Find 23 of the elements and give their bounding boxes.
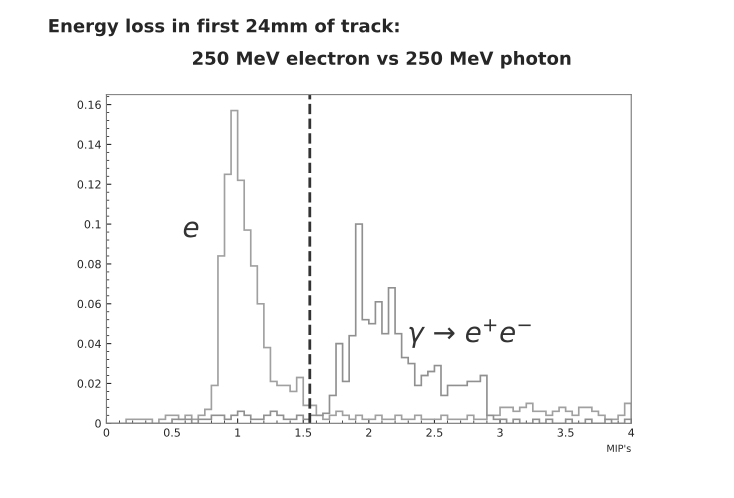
- x-tick-label: 0: [104, 428, 110, 437]
- x-tick-label: 1.5: [296, 428, 312, 437]
- y-tick-label: 0.1: [84, 220, 101, 228]
- x-tick-label: 1: [235, 428, 240, 437]
- x-tick-label: 2: [366, 428, 372, 437]
- y-tick-label: 0.14: [78, 140, 101, 149]
- chart-subtitle: 250 MeV electron vs 250 MeV photon: [192, 51, 570, 68]
- x-tick-label: 0.5: [164, 428, 180, 437]
- series-label: e: [184, 222, 198, 238]
- y-tick-label: 0.08: [78, 260, 101, 268]
- x-tick-label: 2.5: [426, 428, 442, 437]
- x-tick-label: 3: [497, 428, 503, 437]
- x-axis-title: MIP's: [607, 444, 631, 452]
- y-tick-label: 0.16: [78, 100, 101, 109]
- y-tick-label: 0.06: [78, 300, 101, 308]
- x-tick-label: 4: [628, 428, 634, 437]
- chart-title: Energy loss in first 24mm of track:: [49, 18, 399, 36]
- y-tick-label: 0.12: [78, 180, 100, 189]
- series-label: γ → e$^{+}$e$^{−}$: [409, 319, 531, 348]
- y-tick-label: 0.04: [78, 340, 101, 348]
- y-tick-label: 0.02: [78, 379, 100, 388]
- x-tick-label: 3.5: [558, 428, 574, 437]
- y-tick-label: 0: [95, 419, 101, 428]
